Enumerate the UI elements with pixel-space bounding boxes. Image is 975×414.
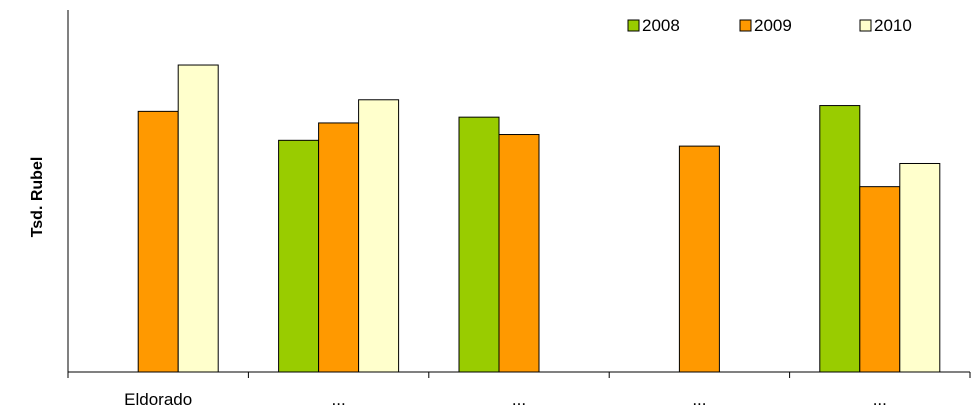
bar-2009-4 — [859, 186, 901, 373]
x-tick-label: ... — [692, 390, 706, 409]
bar-2009-0 — [137, 110, 179, 373]
bar-2010-1 — [358, 99, 400, 373]
legend-swatch-2009 — [739, 19, 752, 32]
legend-swatch-2010 — [859, 19, 872, 32]
legend-label-2009: 2009 — [754, 16, 792, 35]
bar-2008-4 — [819, 105, 861, 373]
legend-label-2010: 2010 — [874, 16, 912, 35]
x-tick-label: ... — [332, 390, 346, 409]
bar-2008-2 — [458, 116, 500, 373]
bar-2010-4 — [899, 162, 941, 373]
bar-2009-1 — [318, 122, 360, 373]
x-tick-label: ... — [512, 390, 526, 409]
bar-2010-0 — [177, 64, 219, 373]
bar-2008-1 — [278, 139, 320, 373]
legend: 2008 2009 2010 — [627, 16, 912, 35]
legend-swatch-2008 — [627, 19, 640, 32]
bars-group — [137, 64, 941, 373]
legend-label-2008: 2008 — [642, 16, 680, 35]
x-ticks-group: Eldorado............ — [67, 372, 971, 409]
y-axis-label: Tsd. Rubel — [29, 157, 46, 238]
x-tick-label: ... — [873, 390, 887, 409]
x-tick-label: Eldorado — [124, 390, 192, 409]
bar-2009-2 — [498, 134, 540, 373]
bar-2009-3 — [678, 145, 720, 373]
